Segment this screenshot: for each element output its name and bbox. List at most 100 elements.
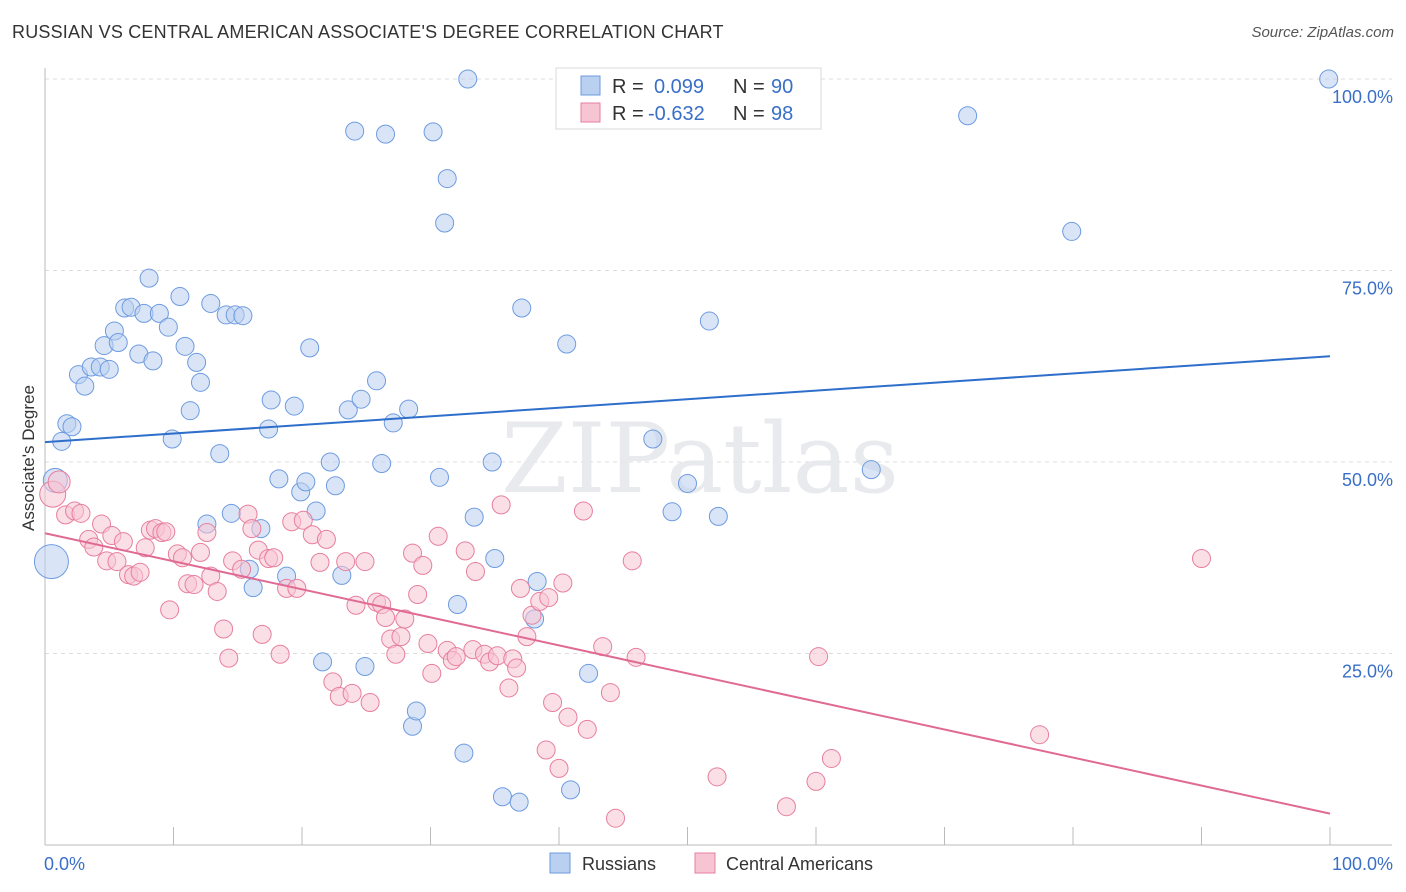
data-point [510,578,530,598]
data-point [149,303,169,323]
data-point [1319,69,1339,89]
data-point [296,472,316,492]
y-axis-label: Associate's Degree [19,385,38,531]
data-point [806,771,826,791]
data-point [261,390,281,410]
data-point [558,707,578,727]
data-point [391,627,411,647]
data-point [372,454,392,474]
data-point [156,522,176,542]
russians-n-value: 90 [771,76,793,98]
data-point [264,548,284,568]
data-point [270,644,290,664]
data-point [310,552,330,572]
central-americans-n-label: N = [733,103,765,125]
data-point [135,538,155,558]
data-point [561,780,581,800]
data-point [386,644,406,664]
data-point [342,683,362,703]
y-tick-label: 75.0% [1342,279,1393,299]
data-point [320,452,340,472]
y-tick-label: 100.0% [1332,87,1393,107]
y-tick-label: 50.0% [1342,470,1393,490]
data-point [699,311,719,331]
data-point [491,495,511,515]
data-point [403,543,423,563]
data-point [338,400,358,420]
data-point [536,740,556,760]
russians-n-label: N = [733,76,765,98]
data-point [252,624,272,644]
central-americans-r-value: -0.632 [648,103,705,125]
axes [44,68,1392,846]
data-point [269,469,289,489]
data-point [259,419,279,439]
data-point [509,792,529,812]
data-point [355,657,375,677]
series-central-americans [39,470,1211,828]
data-point [84,537,104,557]
data-point [376,607,396,627]
y-tick-label: 25.0% [1342,662,1393,682]
legend-central-americans-swatch [694,852,716,874]
data-point [139,268,159,288]
russians-r-value: 0.099 [654,76,704,98]
data-point [184,575,204,595]
data-point [776,797,796,817]
data-point [707,767,727,787]
data-point [487,646,507,666]
data-point [549,758,569,778]
data-point [197,522,217,542]
data-point [233,306,253,326]
data-point [429,467,449,487]
data-point [325,476,345,496]
data-point [219,648,239,668]
data-point [187,352,207,372]
data-point [376,124,396,144]
data-point [577,719,597,739]
data-point [221,503,241,523]
data-point [861,460,881,480]
data-point [99,359,119,379]
data-point [313,652,333,672]
data-point [180,401,200,421]
data-point [293,510,313,530]
data-point [455,541,475,561]
data-point [130,562,150,582]
data-point [345,121,365,141]
data-point [190,372,210,392]
data-point [447,594,467,614]
data-point [492,787,512,807]
data-point [809,647,829,667]
data-point [214,619,234,639]
data-point [573,501,593,521]
data-point [413,555,433,575]
data-point [458,69,478,89]
data-point [435,213,455,233]
trend-line-central-americans [44,532,1331,815]
data-point [622,551,642,571]
data-point [47,470,71,494]
data-point [207,581,227,601]
data-point [1062,221,1082,241]
trend-line-russians [44,355,1331,444]
data-point [399,399,419,419]
data-point [107,552,127,572]
grid-lines [45,78,1392,654]
russians-r-label: R = [612,76,644,98]
data-point [355,552,375,572]
data-point [210,444,230,464]
russians-swatch [580,75,601,96]
data-point [33,544,69,580]
data-point [821,748,841,768]
data-point [190,542,210,562]
data-point [143,351,163,371]
data-point [418,634,438,654]
data-point [579,663,599,683]
legend-russians-label: Russians [582,854,656,874]
data-point [708,506,728,526]
data-point [958,106,978,126]
data-point [422,663,442,683]
watermark: ZIPatlas [501,403,899,515]
data-point [242,519,262,539]
